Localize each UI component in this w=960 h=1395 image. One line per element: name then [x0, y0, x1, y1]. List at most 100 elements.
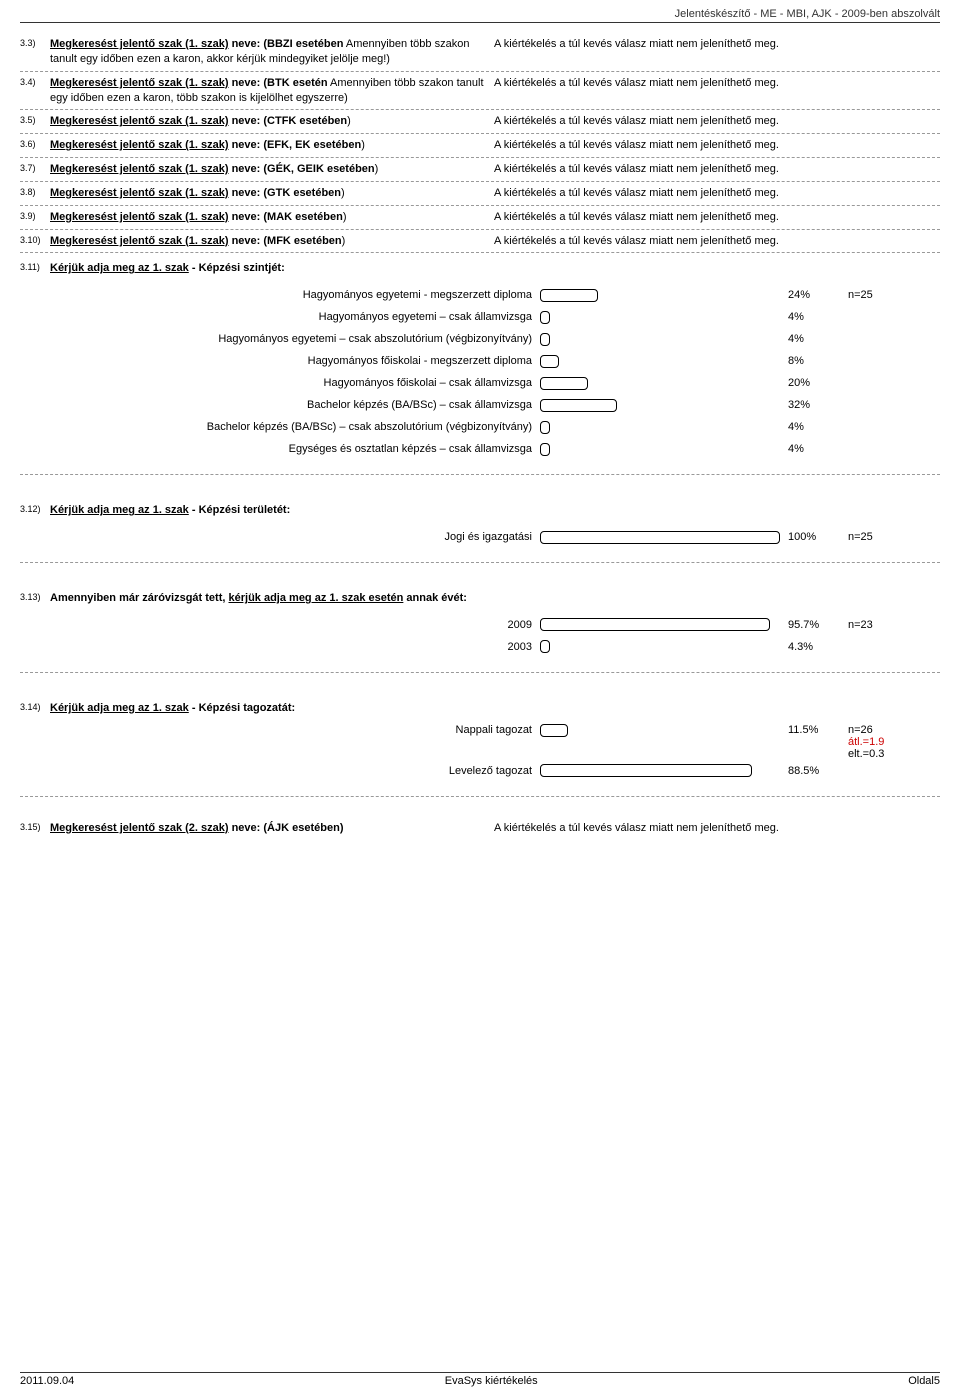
bar-outline: [540, 333, 550, 346]
q315-prefix: Megkeresést jelentő szak (2. szak): [50, 822, 229, 834]
q315-bold2: ÁJK esetében: [267, 822, 340, 834]
bar-label: Egységes és osztatlan képzés – csak álla…: [20, 443, 540, 455]
question-mid: neve: (: [229, 38, 268, 50]
bar-pct: 32%: [780, 399, 840, 411]
q313-bars: 200995.7%n=2320034.3%: [20, 612, 940, 673]
q312-title: Kérjük adja meg az 1. szak - Képzési ter…: [50, 503, 490, 518]
bar-label: Hagyományos főiskolai – csak államvizsga: [20, 377, 540, 389]
question-prefix: Megkeresést jelentő szak (1. szak): [50, 38, 229, 50]
q313-title: Amennyiben már záróvizsgát tett, kérjük …: [50, 591, 750, 606]
question-bold2: BTK esetén: [267, 77, 328, 89]
q313-num: 3.13): [20, 591, 50, 606]
question-mid: neve: (: [229, 211, 268, 223]
question-suffix: ): [347, 115, 351, 127]
bar-row: Levelező tagozat88.5%: [20, 760, 940, 782]
question-row: 3.6)Megkeresést jelentő szak (1. szak) n…: [20, 134, 940, 158]
q312-bars: Jogi és igazgatási100%n=25: [20, 524, 940, 563]
question-response: A kiértékelés a túl kevés válasz miatt n…: [490, 76, 940, 91]
bar-pct: 8%: [780, 355, 840, 367]
q315-mid: neve: (: [229, 822, 268, 834]
bar-area: [540, 531, 780, 544]
question-row: 3.5)Megkeresést jelentő szak (1. szak) n…: [20, 110, 940, 134]
bar-area: [540, 311, 780, 324]
question-text: Megkeresést jelentő szak (1. szak) neve:…: [50, 234, 490, 249]
bar-area: [540, 764, 780, 777]
bar-area: [540, 333, 780, 346]
question-row: 3.3)Megkeresést jelentő szak (1. szak) n…: [20, 33, 940, 72]
bar-n: n=26átl.=1.9elt.=0.3: [840, 724, 900, 760]
question-mid: neve: (: [229, 77, 268, 89]
bar-label: 2009: [20, 619, 540, 631]
question-bold2: MAK esetében: [267, 211, 343, 223]
question-bold2: MFK esetében: [267, 235, 342, 247]
q311-title-pre: Kérjük adja meg az 1. szak: [50, 262, 189, 274]
bar-outline: [540, 355, 559, 368]
bar-outline: [540, 399, 617, 412]
bar-pct: 4.3%: [780, 641, 840, 653]
question-suffix: ): [341, 187, 345, 199]
bar-area: [540, 289, 780, 302]
bar-pct: 20%: [780, 377, 840, 389]
bar-area: [540, 355, 780, 368]
question-text: Megkeresést jelentő szak (1. szak) neve:…: [50, 114, 490, 129]
q312-title-pre: Kérjük adja meg az 1. szak: [50, 504, 189, 516]
bar-outline: [540, 531, 780, 544]
questions-list: 3.3)Megkeresést jelentő szak (1. szak) n…: [20, 33, 940, 253]
question-bold2: GTK esetében: [267, 187, 341, 199]
question-text: Megkeresést jelentő szak (1. szak) neve:…: [50, 162, 490, 177]
q315-suffix: ): [340, 822, 344, 834]
bar-outline: [540, 764, 752, 777]
question-response: A kiértékelés a túl kevés válasz miatt n…: [490, 138, 940, 153]
bar-row: Bachelor képzés (BA/BSc) – csak abszolut…: [20, 416, 940, 438]
question-response: A kiértékelés a túl kevés válasz miatt n…: [490, 114, 940, 129]
bar-outline: [540, 618, 770, 631]
bar-outline: [540, 640, 550, 653]
bar-area: [540, 421, 780, 434]
q313-title-u: kérjük adja meg az 1. szak esetén: [229, 592, 404, 604]
bar-row: Hagyományos főiskolai - megszerzett dipl…: [20, 350, 940, 372]
bar-n: n=25: [840, 289, 900, 301]
question-bold2: CTFK esetében: [267, 115, 347, 127]
bar-row: 200995.7%n=23: [20, 614, 940, 636]
bar-label: Hagyományos főiskolai - megszerzett dipl…: [20, 355, 540, 367]
bar-row: Hagyományos főiskolai – csak államvizsga…: [20, 372, 940, 394]
question-text: Megkeresést jelentő szak (1. szak) neve:…: [50, 186, 490, 201]
question-text: Megkeresést jelentő szak (1. szak) neve:…: [50, 210, 490, 225]
bar-outline: [540, 421, 550, 434]
q311-title-post: - Képzési szintjét:: [189, 262, 285, 274]
q312-title-row: 3.12) Kérjük adja meg az 1. szak - Képzé…: [20, 495, 940, 524]
bar-outline: [540, 377, 588, 390]
bar-label: Hagyományos egyetemi – csak abszolutóriu…: [20, 333, 540, 345]
bar-pct: 100%: [780, 531, 840, 543]
question-row: 3.10)Megkeresést jelentő szak (1. szak) …: [20, 230, 940, 254]
question-mid: neve: (: [229, 115, 268, 127]
q314-title-post: - Képzési tagozatát:: [189, 702, 295, 714]
footer-center: EvaSys kiértékelés: [445, 1375, 538, 1387]
question-suffix: ): [343, 211, 347, 223]
question-response: A kiértékelés a túl kevés válasz miatt n…: [490, 210, 940, 225]
q311-num: 3.11): [20, 261, 50, 276]
bar-label: Hagyományos egyetemi – csak államvizsga: [20, 311, 540, 323]
bar-row: 20034.3%: [20, 636, 940, 658]
question-num: 3.6): [20, 138, 50, 149]
q313-title-pre: Amennyiben már záróvizsgát tett,: [50, 592, 229, 604]
question-response: A kiértékelés a túl kevés válasz miatt n…: [490, 186, 940, 201]
q315-num: 3.15): [20, 821, 50, 832]
question-mid: neve: (: [229, 235, 268, 247]
footer-date: 2011.09.04: [20, 1375, 74, 1387]
bar-row: Hagyományos egyetemi – csak abszolutóriu…: [20, 328, 940, 350]
question-bold2: GÉK, GEIK esetében: [267, 163, 375, 175]
q312-num: 3.12): [20, 503, 50, 518]
q314-title-row: 3.14) Kérjük adja meg az 1. szak - Képzé…: [20, 693, 940, 722]
q312-title-post: - Képzési területét:: [189, 504, 290, 516]
q314-bars: Nappali tagozat11.5%n=26átl.=1.9elt.=0.3…: [20, 722, 940, 797]
question-mid: neve: (: [229, 139, 268, 151]
bar-row: Egységes és osztatlan képzés – csak álla…: [20, 438, 940, 460]
question-text: Megkeresést jelentő szak (1. szak) neve:…: [50, 76, 490, 106]
question-prefix: Megkeresést jelentő szak (1. szak): [50, 139, 229, 151]
bar-pct: 88.5%: [780, 765, 840, 777]
question-row: 3.7)Megkeresést jelentő szak (1. szak) n…: [20, 158, 940, 182]
q314-stat-dev: elt.=0.3: [848, 748, 884, 760]
question-prefix: Megkeresést jelentő szak (1. szak): [50, 211, 229, 223]
bar-outline: [540, 289, 598, 302]
